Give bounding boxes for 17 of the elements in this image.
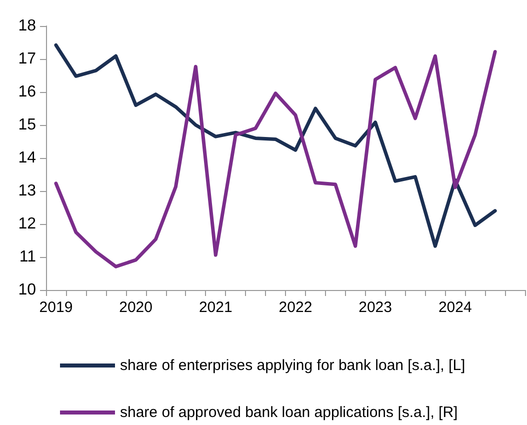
y-tick-label: 14 [18,150,36,166]
x-tick-label: 2019 [39,299,73,316]
y-tick-label: 16 [18,84,36,100]
legend-label: share of enterprises applying for bank loan [s.a.], [L] [120,357,466,374]
y-tick-label: 18 [18,18,36,34]
x-tick-label: 2022 [278,299,312,316]
y-tick-label: 10 [18,282,36,298]
x-tick-label: 2024 [438,299,472,316]
legend-label: share of approved bank loan applications [s.a.], [R] [120,404,458,421]
y-tick-label: 17 [18,50,36,68]
y-tick-label: 12 [18,216,36,232]
x-tick-label: 2020 [119,299,152,316]
x-tick-label: 2023 [358,299,392,316]
y-tick-label: 13 [18,182,36,200]
y-tick-label: 15 [18,116,36,134]
x-tick-label: 2021 [198,299,232,316]
y-tick-label: 11 [19,248,36,266]
